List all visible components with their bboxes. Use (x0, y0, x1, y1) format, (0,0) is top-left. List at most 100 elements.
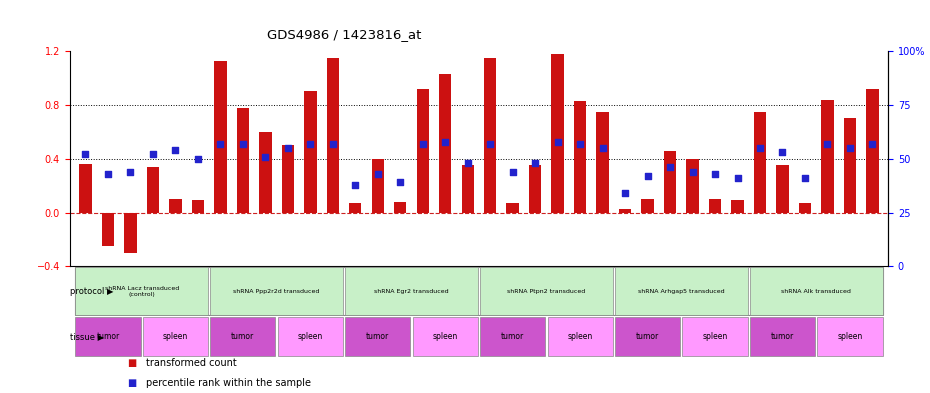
Point (460, 160, 475, 166)
Text: tissue ▶: tissue ▶ (70, 332, 104, 341)
Bar (709, 199, 721, 213)
Bar (750, 317, 815, 356)
Point (551, 138, 565, 145)
Bar (413, 317, 478, 356)
Text: shRNA Arhgap5 transduced: shRNA Arhgap5 transduced (638, 288, 724, 294)
Text: tumor: tumor (232, 332, 255, 341)
Bar (79, 164, 92, 213)
Text: tumor: tumor (501, 332, 525, 341)
Bar (345, 317, 410, 356)
Text: spleen: spleen (837, 332, 862, 341)
Bar (237, 108, 249, 213)
Bar (548, 317, 613, 356)
Bar (461, 165, 474, 213)
Bar (596, 112, 609, 213)
Point (527, 160, 542, 166)
Point (370, 171, 385, 177)
Bar (615, 267, 748, 315)
Bar (642, 199, 654, 213)
Point (820, 141, 835, 147)
Text: spleen: spleen (163, 332, 188, 341)
Point (752, 145, 767, 151)
Point (191, 156, 206, 162)
Bar (210, 267, 343, 315)
Bar (345, 267, 478, 315)
Bar (574, 101, 586, 213)
Point (145, 151, 160, 158)
Bar (75, 267, 208, 315)
Text: GDS4986 / 1423816_at: GDS4986 / 1423816_at (267, 28, 421, 41)
Bar (214, 61, 227, 213)
Bar (484, 58, 497, 213)
Text: spleen: spleen (702, 332, 727, 341)
Bar (326, 58, 339, 213)
Text: transformed count: transformed count (146, 358, 236, 368)
Point (326, 141, 340, 147)
Point (303, 141, 318, 147)
Point (640, 173, 655, 179)
Text: protocol ▶: protocol ▶ (70, 286, 113, 296)
Bar (844, 118, 857, 213)
Bar (777, 165, 789, 213)
Bar (799, 203, 811, 213)
Bar (439, 74, 451, 213)
Bar (259, 132, 272, 213)
Bar (75, 317, 140, 356)
Bar (480, 317, 545, 356)
Point (662, 164, 677, 171)
Point (595, 145, 610, 151)
Point (281, 145, 296, 151)
Point (618, 190, 632, 196)
Bar (750, 267, 883, 315)
Bar (210, 317, 275, 356)
Point (708, 171, 723, 177)
Bar (282, 145, 294, 213)
Bar (664, 151, 676, 213)
Bar (551, 54, 564, 213)
Point (392, 179, 407, 185)
Bar (278, 317, 343, 356)
Bar (615, 317, 680, 356)
Text: tumor: tumor (636, 332, 659, 341)
Bar (417, 89, 429, 213)
Point (168, 147, 183, 153)
Bar (394, 202, 406, 213)
Point (438, 138, 453, 145)
Point (505, 169, 520, 175)
Bar (101, 213, 114, 246)
Point (865, 141, 880, 147)
Bar (866, 89, 879, 213)
Bar (618, 209, 631, 213)
Point (843, 145, 857, 151)
Text: spleen: spleen (298, 332, 323, 341)
Bar (143, 317, 208, 356)
Text: shRNA Ppp2r2d transduced: shRNA Ppp2r2d transduced (233, 288, 320, 294)
Text: shRNA Egr2 transduced: shRNA Egr2 transduced (374, 288, 449, 294)
Point (798, 175, 813, 181)
Text: spleen: spleen (567, 332, 592, 341)
Bar (480, 267, 613, 315)
Text: percentile rank within the sample: percentile rank within the sample (146, 378, 311, 387)
Text: tumor: tumor (97, 332, 120, 341)
Text: tumor: tumor (771, 332, 794, 341)
Point (416, 141, 431, 147)
Text: spleen: spleen (432, 332, 458, 341)
Point (100, 171, 115, 177)
Bar (192, 200, 204, 213)
Text: ■: ■ (127, 358, 137, 368)
Bar (147, 167, 159, 213)
Text: ■: ■ (127, 378, 137, 387)
Bar (125, 213, 137, 253)
Bar (372, 159, 384, 213)
Bar (304, 92, 316, 213)
Bar (731, 200, 744, 213)
Point (775, 149, 790, 155)
Bar (754, 112, 766, 213)
Bar (817, 317, 883, 356)
Text: shRNA Lacz transduced
(control): shRNA Lacz transduced (control) (104, 286, 179, 297)
Bar (821, 99, 833, 213)
Point (235, 141, 250, 147)
Bar (349, 203, 362, 213)
Point (348, 182, 363, 188)
Point (730, 175, 745, 181)
